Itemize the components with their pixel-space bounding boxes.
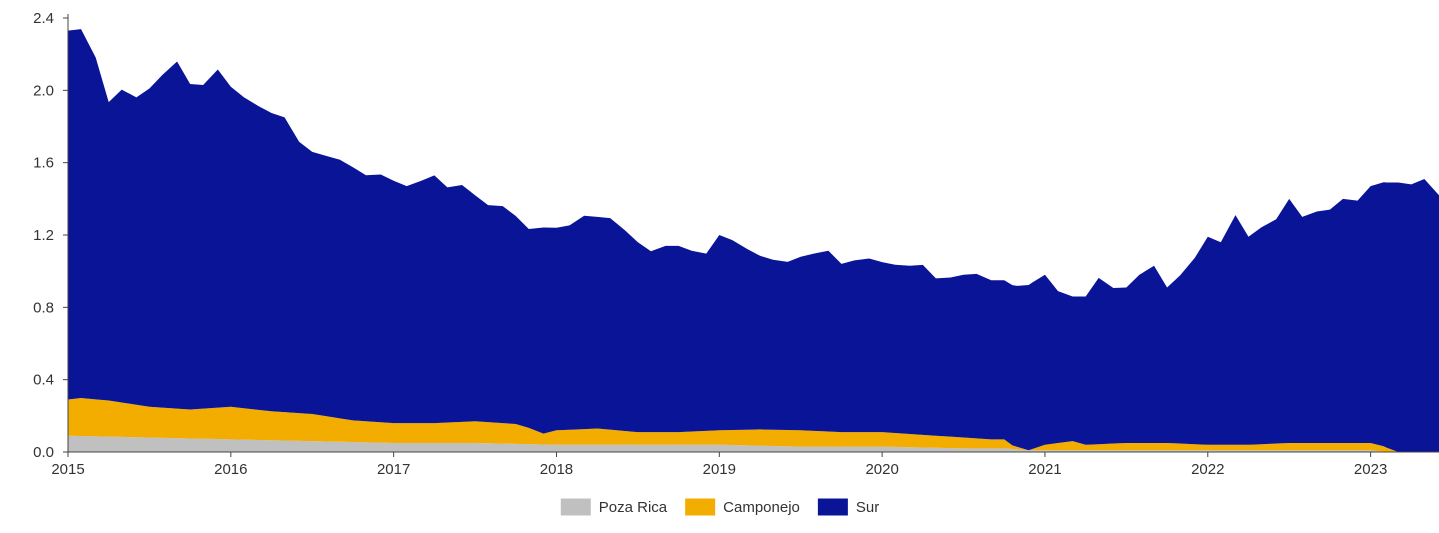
x-tick-label: 2015 <box>51 461 84 478</box>
y-tick-label: 2.0 <box>33 82 54 99</box>
y-tick-label: 0.0 <box>33 444 54 461</box>
area-poza-rica <box>68 435 1439 452</box>
areas-layer <box>68 29 1439 452</box>
y-tick-label: 1.6 <box>33 155 54 172</box>
y-tick-label: 0.4 <box>33 372 54 389</box>
y-tick-label: 2.4 <box>33 10 54 27</box>
legend-swatch-sur <box>817 498 848 516</box>
legend-item-camponejo: Camponejo <box>685 498 800 516</box>
x-tick-label: 2022 <box>1191 461 1224 478</box>
x-tick-label: 2018 <box>540 461 573 478</box>
legend-swatch-camponejo <box>685 498 716 516</box>
x-tick-label: 2020 <box>865 461 898 478</box>
legend-swatch-poza-rica <box>560 498 591 516</box>
y-tick-label: 0.8 <box>33 299 54 316</box>
x-tick-label: 2017 <box>377 461 410 478</box>
legend: Poza Rica Camponejo Sur <box>560 498 879 516</box>
area-sur <box>68 29 1439 452</box>
legend-item-poza-rica: Poza Rica <box>560 498 668 516</box>
y-tick-label: 1.2 <box>33 227 54 244</box>
x-tick-label: 2023 <box>1354 461 1387 478</box>
legend-item-sur: Sur <box>817 498 879 516</box>
legend-label-camponejo: Camponejo <box>723 499 800 516</box>
area-camponejo <box>68 398 1439 452</box>
legend-label-sur: Sur <box>856 499 879 516</box>
x-tick-label: 2016 <box>214 461 247 478</box>
legend-label-poza-rica: Poza Rica <box>599 499 668 516</box>
x-tick-label: 2019 <box>703 461 736 478</box>
x-tick-label: 2021 <box>1028 461 1061 478</box>
axes-layer: 0.0 0.4 0.8 1.2 1.6 2.0 2.4 2015 2016 2017 2018 201… <box>33 10 1439 478</box>
